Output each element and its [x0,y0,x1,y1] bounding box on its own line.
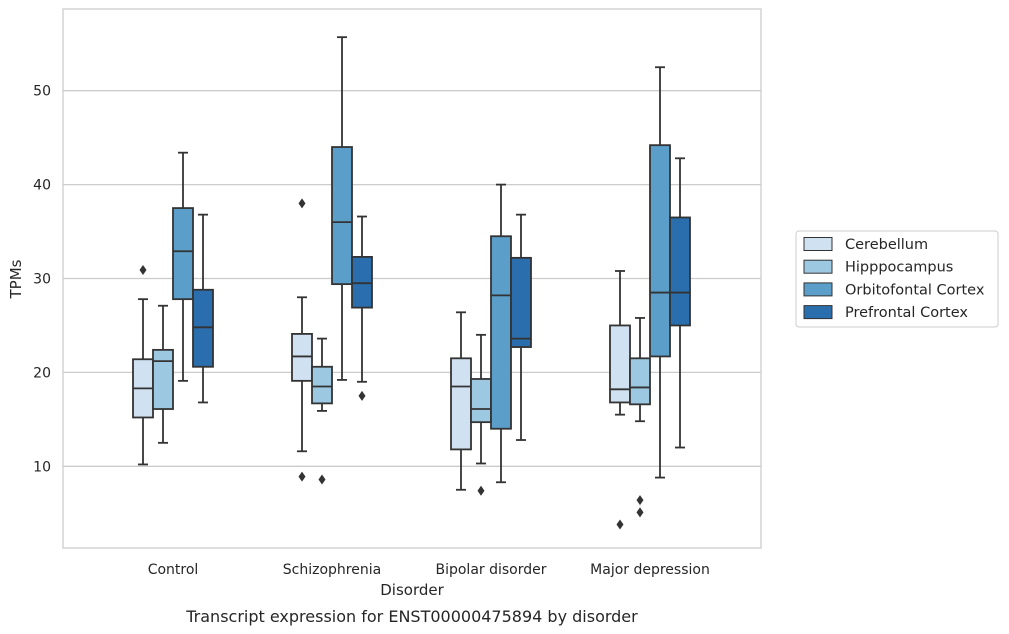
legend-swatch [803,259,833,274]
outlier-point [318,474,326,485]
box-hipppocampus [629,317,651,518]
outlier-point [358,390,366,401]
box-iqr [629,357,651,406]
legend-label: Hipppocampus [845,260,953,276]
legend-swatch [803,305,833,320]
outlier-point [298,471,306,482]
chart-caption: Transcript expression for ENST0000047589… [185,607,638,626]
box-iqr [172,207,194,301]
outlier-point [139,265,147,276]
legend-frame [795,230,999,328]
y-tick-label: 10 [33,459,51,475]
x-axis-label: Disorder [380,581,444,599]
box-cerebellum [609,270,631,530]
x-axis-ticks: Control Schizophrenia Bipolar disorder Majo… [148,562,710,578]
box-prefrontal-cortex [192,213,214,404]
legend-swatch [803,282,833,297]
y-tick-label: 40 [33,178,51,194]
box-cerebellum [450,311,472,491]
box-iqr [192,288,214,368]
legend: Cerebellum Hipppocampus Orbitofontal Corte… [795,230,999,328]
x-tick-label: Major depression [590,562,710,578]
box-cerebellum [291,198,313,482]
box-hipppocampus [311,337,333,485]
outlier-point [636,495,644,506]
y-axis-ticks: 10 20 30 40 50 [33,84,51,476]
x-tick-label: Control [148,562,199,578]
legend-label: Cerebellum [845,237,928,253]
outlier-point [636,507,644,518]
box-orbitofontal-cortex [649,66,671,479]
box-hipppocampus [152,304,174,444]
box-iqr [351,256,373,309]
x-tick-label: Bipolar disorder [435,562,546,578]
box-iqr [291,333,313,382]
box-iqr [510,256,532,348]
box-iqr [609,324,631,404]
box-iqr [470,378,492,424]
legend-label: Prefrontal Cortex [845,305,968,321]
x-tick-label: Schizophrenia [283,562,381,578]
box-hipppocampus [470,333,492,496]
legend-label: Orbitofontal Cortex [845,282,985,298]
outlier-point [616,519,624,530]
box-iqr [331,146,353,286]
box-iqr [649,144,671,358]
box-iqr [490,235,512,430]
box-iqr [450,357,472,451]
boxes-layer [132,36,691,530]
outlier-point [298,198,306,209]
outlier-point [477,485,485,496]
plot-area-frame [62,8,762,549]
box-orbitofontal-cortex [331,36,353,381]
legend-swatch [803,237,833,251]
y-axis-label: TPMs [7,259,25,299]
y-tick-label: 30 [33,272,51,288]
box-orbitofontal-cortex [172,151,194,382]
y-tick-label: 20 [33,365,51,381]
box-prefrontal-cortex [351,215,373,401]
box-iqr [152,348,174,410]
box-iqr [669,216,691,327]
box-prefrontal-cortex [510,213,532,441]
y-tick-label: 50 [33,84,51,100]
box-cerebellum [132,265,154,466]
box-orbitofontal-cortex [490,183,512,484]
box-prefrontal-cortex [669,157,691,449]
box-iqr [311,365,333,405]
